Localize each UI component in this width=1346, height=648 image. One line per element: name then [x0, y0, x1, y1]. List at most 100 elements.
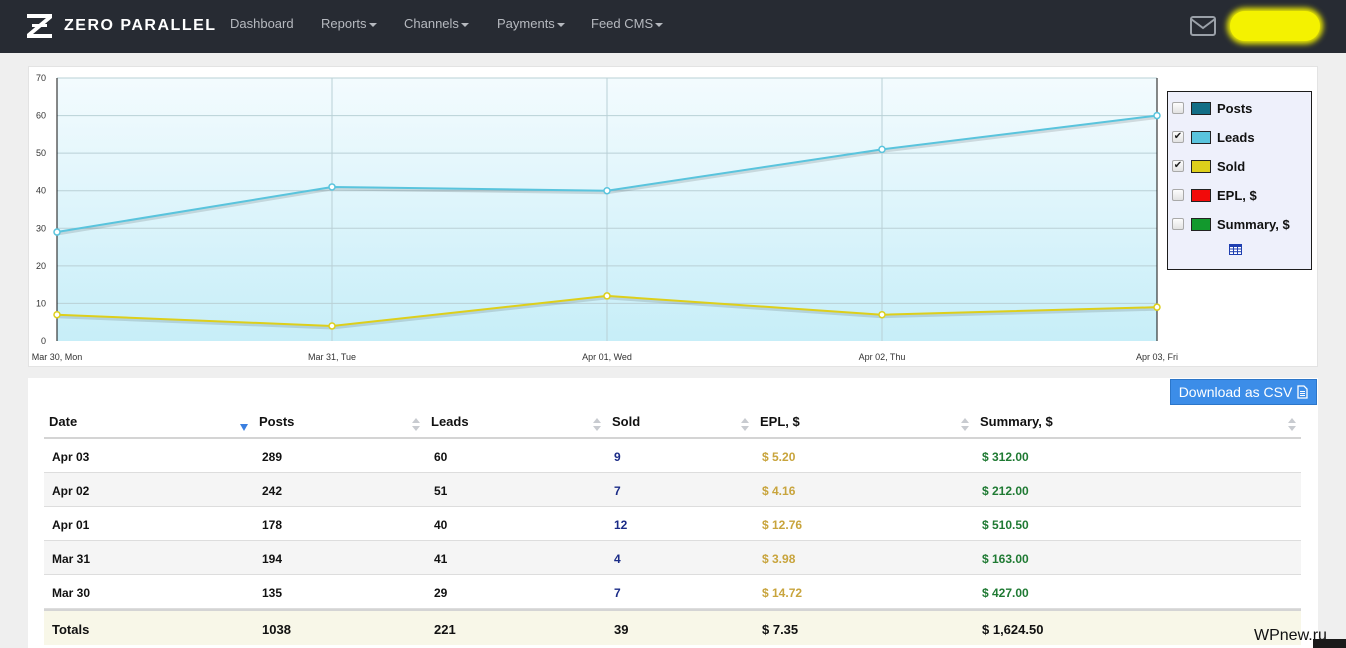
nav-channels[interactable]: Channels [404, 16, 469, 31]
cell-posts: 289 [262, 450, 283, 464]
header-divider [44, 437, 1301, 439]
totals-label: Totals [52, 622, 90, 637]
legend-checkbox-sold[interactable]: ✔ [1172, 160, 1184, 172]
cell-summary: $ 312.00 [982, 450, 1029, 464]
sort-icon[interactable] [961, 418, 969, 432]
legend-item-epl[interactable]: EPL, $ [1172, 186, 1257, 204]
data-point-leads [603, 186, 611, 195]
table-row[interactable]: Mar 31 194 41 4 $ 3.98 $ 163.00 [44, 541, 1301, 575]
data-point-leads [1153, 111, 1161, 120]
legend-swatch-sold [1191, 159, 1211, 173]
legend-checkbox-epl[interactable] [1172, 189, 1184, 201]
column-header-posts[interactable]: Posts [259, 414, 295, 429]
cell-date: Apr 01 [52, 518, 90, 532]
legend-item-summary[interactable]: Summary, $ [1172, 215, 1290, 233]
cell-leads: 51 [434, 484, 448, 498]
y-tick-label: 20 [36, 261, 46, 271]
table-row[interactable]: Mar 30 135 29 7 $ 14.72 $ 427.00 [44, 575, 1301, 609]
legend-checkbox-posts[interactable] [1172, 102, 1184, 114]
watermark: WPnew.ru [1254, 627, 1327, 644]
column-header-date[interactable]: Date [49, 414, 78, 429]
table-row[interactable]: Apr 03 289 60 9 $ 5.20 $ 312.00 [44, 439, 1301, 473]
caret-down-icon [655, 22, 664, 27]
sort-icon[interactable] [412, 418, 420, 432]
legend-item-leads[interactable]: ✔ Leads [1172, 128, 1255, 146]
y-tick-label: 60 [36, 111, 46, 121]
x-tick-label: Apr 02, Thu [859, 352, 906, 362]
chart-panel: 0 10 20 30 40 50 60 70 Mar 30, Mon Mar 31, Tue Apr… [28, 66, 1318, 367]
mail-icon[interactable] [1190, 16, 1216, 36]
legend-item-posts[interactable]: Posts [1172, 99, 1252, 117]
zero-parallel-logo-icon [27, 14, 52, 38]
cell-leads: 60 [434, 450, 448, 464]
nav-reports-label: Reports [321, 16, 367, 31]
tick-labels: 0 10 20 30 40 50 60 70 Mar 30, Mon Mar 31, Tue Apr… [32, 73, 1178, 362]
cell-sold: 4 [614, 552, 621, 566]
totals-summary: $ 1,624.50 [982, 622, 1044, 637]
nav-feed-cms[interactable]: Feed CMS [591, 16, 664, 31]
x-tick-label: Apr 01, Wed [582, 352, 632, 362]
cell-epl: $ 14.72 [762, 586, 803, 600]
cell-posts: 242 [262, 484, 283, 498]
column-header-summary[interactable]: Summary, $ [980, 414, 1053, 429]
grid [57, 77, 1157, 341]
cell-summary: $ 427.00 [982, 586, 1029, 600]
x-tick-label: Mar 30, Mon [32, 352, 83, 362]
legend-label: Sold [1217, 158, 1246, 174]
legend-checkbox-leads[interactable]: ✔ [1172, 131, 1184, 143]
download-csv-button[interactable]: Download as CSV [1170, 379, 1317, 405]
chart-legend: Posts ✔ Leads ✔ Sold EPL, $ Summary, $ [1167, 91, 1312, 270]
y-tick-label: 70 [36, 73, 46, 83]
nav-dashboard[interactable]: Dashboard [230, 16, 294, 31]
brand-logo[interactable]: ZERO PARALLEL [26, 12, 217, 40]
table-row[interactable]: Apr 01 178 40 12 $ 12.76 $ 510.50 [44, 507, 1301, 541]
download-csv-label: Download as CSV [1178, 384, 1293, 400]
y-tick-label: 10 [36, 298, 46, 308]
column-header-leads[interactable]: Leads [431, 414, 469, 429]
sort-desc-icon[interactable] [240, 424, 248, 431]
data-point-sold [603, 292, 611, 300]
nav-payments-label: Payments [497, 16, 555, 31]
column-header-sold[interactable]: Sold [612, 414, 641, 429]
legend-checkbox-summary[interactable] [1172, 218, 1184, 230]
sort-icon[interactable] [1288, 418, 1296, 432]
data-point-sold [53, 310, 61, 319]
totals-posts: 1038 [262, 622, 291, 637]
cell-sold: 9 [614, 450, 621, 464]
cell-posts: 178 [262, 518, 283, 532]
data-point-sold [328, 322, 336, 330]
cell-summary: $ 163.00 [982, 552, 1029, 566]
cell-epl: $ 5.20 [762, 450, 796, 464]
y-tick-label: 50 [36, 148, 46, 158]
data-point-leads [53, 228, 61, 236]
report-table-panel: Download as CSV Date Posts Leads Sold EP… [28, 378, 1318, 648]
line-chart: 0 10 20 30 40 50 60 70 Mar 30, Mon Mar 31, Tue Apr… [32, 73, 1178, 362]
cell-leads: 29 [434, 586, 448, 600]
y-tick-label: 0 [41, 336, 46, 346]
cell-date: Mar 30 [52, 586, 91, 600]
totals-row: Totals 1038 221 39 $ 7.35 $ 1,624.50 [44, 609, 1301, 645]
caret-down-icon [556, 22, 565, 27]
caret-down-icon [460, 22, 469, 27]
data-point-leads [878, 145, 886, 154]
cell-epl: $ 12.76 [762, 518, 803, 532]
cell-summary: $ 510.50 [982, 518, 1029, 532]
data-point-leads [328, 183, 336, 191]
sort-icon[interactable] [741, 418, 749, 432]
legend-item-sold[interactable]: ✔ Sold [1172, 157, 1245, 175]
brand-name: ZERO PARALLEL [64, 17, 217, 34]
table-icon[interactable] [1229, 244, 1242, 255]
sort-icon[interactable] [593, 418, 601, 432]
cell-summary: $ 212.00 [982, 484, 1029, 498]
nav-reports[interactable]: Reports [321, 16, 377, 31]
column-header-epl[interactable]: EPL, $ [760, 414, 800, 429]
user-avatar-redacted[interactable] [1230, 11, 1320, 41]
nav-payments[interactable]: Payments [497, 16, 565, 31]
cell-leads: 40 [434, 518, 448, 532]
data-point-sold [878, 310, 886, 319]
table-row[interactable]: Apr 02 242 51 7 $ 4.16 $ 212.00 [44, 473, 1301, 507]
cell-epl: $ 4.16 [762, 484, 796, 498]
cell-leads: 41 [434, 552, 448, 566]
cell-posts: 194 [262, 552, 283, 566]
cell-date: Apr 02 [52, 484, 90, 498]
